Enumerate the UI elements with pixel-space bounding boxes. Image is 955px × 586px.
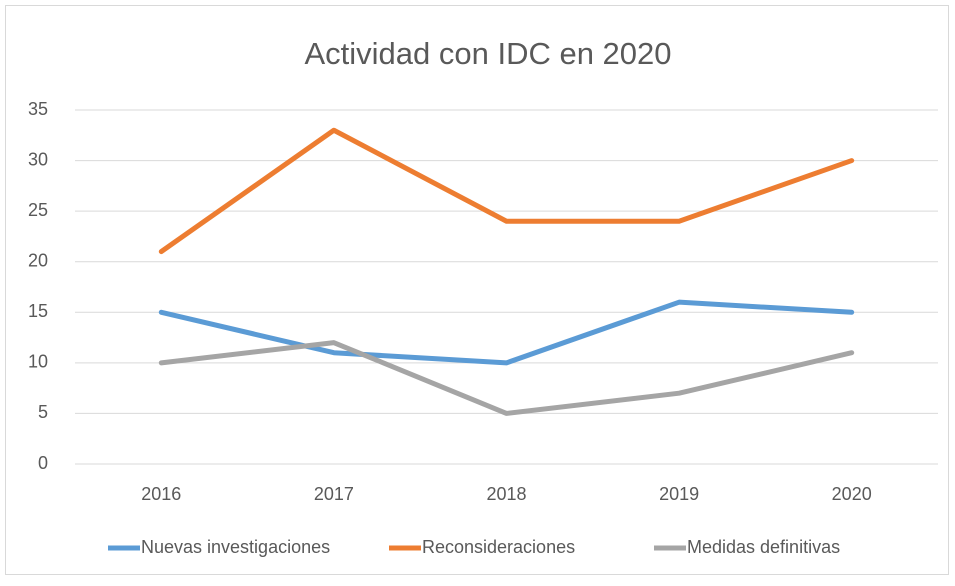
- y-tick-label: 0: [38, 453, 48, 473]
- chart-title: Actividad con IDC en 2020: [304, 36, 671, 71]
- series-line: [158, 127, 855, 255]
- y-tick-label: 5: [38, 402, 48, 422]
- legend-label: Nuevas investigaciones: [141, 537, 330, 557]
- y-tick-label: 20: [28, 250, 48, 270]
- legend-label: Reconsideraciones: [422, 537, 575, 557]
- series-line: [158, 299, 855, 366]
- y-tick-label: 15: [28, 301, 48, 321]
- chart-frame: [5, 5, 949, 575]
- x-tick-label: 2016: [141, 484, 181, 504]
- x-tick-label: 2018: [486, 484, 526, 504]
- y-tick-label: 35: [28, 99, 48, 119]
- x-tick-label: 2017: [314, 484, 354, 504]
- y-tick-label: 30: [28, 149, 48, 169]
- legend-label: Medidas definitivas: [687, 537, 840, 557]
- series-line: [158, 340, 855, 416]
- y-tick-label: 25: [28, 200, 48, 220]
- x-tick-label: 2020: [832, 484, 872, 504]
- x-tick-label: 2019: [659, 484, 699, 504]
- y-tick-label: 10: [28, 352, 48, 372]
